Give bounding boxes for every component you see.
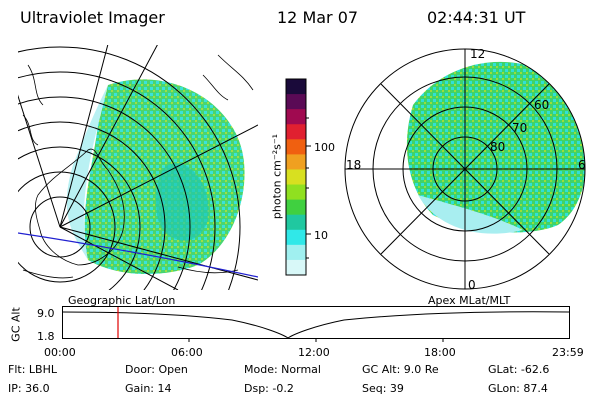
colorbar-tick-100: 100 — [314, 141, 335, 154]
altitude-curve — [62, 311, 570, 339]
mlt-label-left: 18 — [346, 158, 362, 172]
altitude-ymax: 9.0 — [37, 307, 55, 320]
magnetic-polar-map — [344, 48, 586, 290]
info-door: Door: Open — [125, 363, 188, 376]
colorbar-segment — [286, 94, 306, 110]
colorbar-segment — [286, 154, 306, 170]
info-filter: Flt: LBHL — [8, 363, 57, 376]
colorbar-segment — [286, 229, 306, 246]
colorbar-segment — [286, 109, 306, 125]
info-gc-alt: GC Alt: 9.0 Re — [362, 363, 439, 376]
xtick-4: 23:59 — [552, 346, 584, 359]
info-gain: Gain: 14 — [125, 382, 172, 395]
mlt-label-bottom: 0 — [468, 278, 476, 292]
info-mode: Mode: Normal — [244, 363, 321, 376]
colorbar-unit-label: photon cm⁻²s⁻¹ — [270, 133, 284, 220]
instrument-title: Ultraviolet Imager — [20, 8, 165, 27]
color-scale-bar — [285, 78, 311, 276]
colorbar-segment — [286, 184, 306, 201]
altitude-ymin: 1.8 — [37, 330, 55, 343]
mlat-label-80: 80 — [490, 140, 506, 154]
mlat-label-70: 70 — [512, 121, 528, 135]
colorbar-segment — [286, 259, 306, 276]
altitude-ylabel: GC Alt — [9, 307, 23, 342]
satellite-track — [18, 232, 258, 278]
colorbar-segment — [286, 124, 306, 140]
xtick-3: 18:00 — [424, 346, 456, 359]
mlt-label-top: 12 — [470, 47, 486, 61]
xtick-2: 12:00 — [298, 346, 330, 359]
colorbar-segment — [286, 139, 306, 155]
aurora-emission-polar — [406, 61, 585, 233]
xtick-1: 06:00 — [171, 346, 203, 359]
colorbar-segment — [286, 199, 306, 216]
colorbar-segment — [286, 169, 306, 186]
geographic-map-label: Geographic Lat/Lon — [68, 294, 176, 307]
info-seq: Seq: 39 — [362, 382, 404, 395]
geographic-map — [18, 45, 258, 290]
info-glat: GLat: -62.6 — [488, 363, 550, 376]
mlt-label-right: 6 — [578, 158, 586, 172]
time-label: 02:44:31 UT — [427, 8, 526, 27]
info-dsp: Dsp: -0.2 — [244, 382, 294, 395]
colorbar-tick-10: 10 — [314, 229, 328, 242]
info-glon: GLon: 87.4 — [488, 382, 548, 395]
colorbar-segment — [286, 214, 306, 231]
mlat-label-60: 60 — [534, 98, 550, 112]
altitude-plot — [62, 306, 570, 342]
magnetic-map-label: Apex MLat/MLT — [428, 294, 511, 307]
colorbar-segment — [286, 79, 306, 95]
colorbar-segment — [286, 244, 306, 261]
xtick-0: 00:00 — [44, 346, 76, 359]
date-label: 12 Mar 07 — [277, 8, 359, 27]
info-ip: IP: 36.0 — [8, 382, 50, 395]
